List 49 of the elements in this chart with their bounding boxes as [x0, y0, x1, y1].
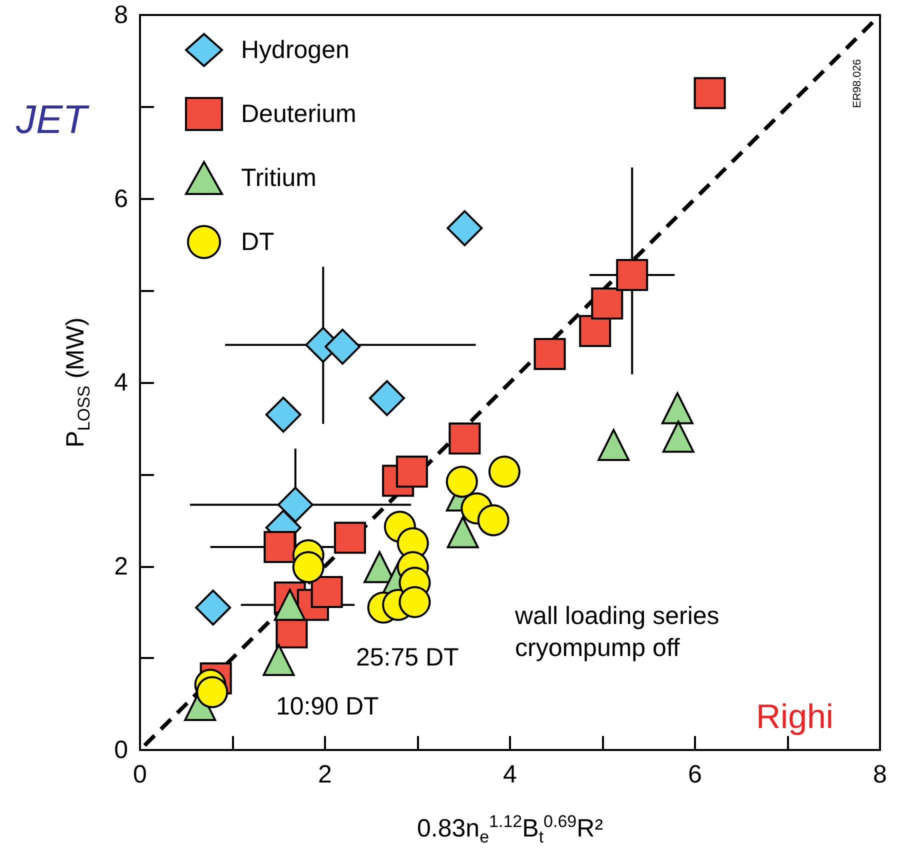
- legend-label: Tritium: [241, 164, 316, 192]
- legend-label: DT: [241, 228, 274, 256]
- point: [446, 516, 479, 548]
- legend-label: Hydrogen: [241, 36, 350, 64]
- point: [292, 551, 324, 584]
- point: [446, 210, 483, 246]
- point: [277, 486, 314, 523]
- point: [334, 522, 366, 554]
- y-tick-label: 4: [114, 368, 128, 396]
- x-tick-label: 8: [873, 760, 887, 788]
- annotation: 10:90 DT: [276, 692, 379, 720]
- point: [446, 466, 478, 498]
- annotation: Righi: [756, 698, 834, 736]
- annotation: ER98.026: [852, 59, 864, 108]
- point: [662, 420, 694, 453]
- y-tick-label: 2: [114, 552, 128, 580]
- x-tick-label: 2: [318, 760, 332, 788]
- point: [196, 676, 228, 708]
- point: [694, 77, 726, 110]
- x-axis-title: 0.83n$_{e}$$^{1.12}$B$_{t}$$^{0.69}$R²: [417, 812, 604, 848]
- text: JET: [15, 98, 90, 142]
- point: [448, 422, 481, 455]
- point: [262, 644, 295, 676]
- point: [396, 456, 428, 488]
- point: [579, 315, 612, 348]
- x-tick-label: 6: [688, 760, 702, 788]
- point: [488, 456, 520, 488]
- point: [591, 287, 624, 320]
- point: [598, 428, 630, 461]
- point: [195, 590, 232, 626]
- point: [274, 588, 306, 621]
- y-tick-label: 6: [114, 184, 128, 213]
- legend-label: Deuterium: [241, 100, 356, 128]
- point: [310, 576, 343, 608]
- x-tick-label: 4: [503, 760, 518, 788]
- point: [265, 396, 302, 433]
- annotation: 25:75 DT: [356, 644, 459, 672]
- point: [616, 259, 648, 292]
- point: [368, 380, 405, 416]
- point: [264, 530, 296, 563]
- point: [398, 586, 431, 618]
- y-tick-label: 0: [114, 736, 128, 764]
- y-tick-label: 8: [114, 1, 128, 29]
- point: [477, 504, 510, 536]
- annotation: wall loading series cryompump off: [514, 602, 720, 662]
- point: [661, 392, 694, 424]
- x-tick-label: 0: [133, 760, 147, 788]
- point: [324, 328, 361, 365]
- point: [534, 338, 566, 370]
